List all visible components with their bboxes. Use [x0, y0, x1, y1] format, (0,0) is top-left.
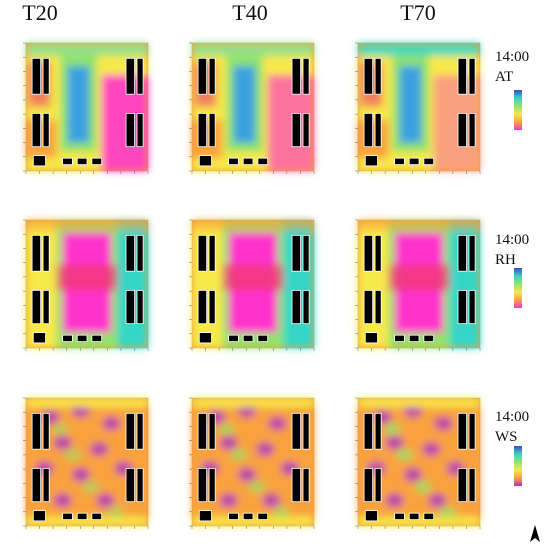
- panel-rh-t20: [8, 214, 158, 364]
- panel-ws-t20: [8, 392, 158, 542]
- legend-bar-ws: [514, 446, 522, 486]
- column-title-t40: T40: [232, 0, 268, 25]
- legend-bar-rh: [514, 268, 522, 308]
- row-label-at: 14:00 AT: [495, 47, 545, 87]
- panel-ws-t40: [174, 392, 324, 542]
- column-title-t70: T70: [400, 0, 436, 25]
- panel-at-t70: [340, 37, 490, 187]
- row-variable-ws: WS: [495, 429, 518, 445]
- row-variable-rh: RH: [495, 252, 516, 268]
- panel-rh-t70: [340, 214, 490, 364]
- row-time-at: 14:00: [495, 49, 530, 65]
- column-title-t20: T20: [22, 0, 58, 25]
- row-variable-at: AT: [495, 69, 514, 85]
- north-arrow-icon: [528, 524, 542, 544]
- panel-at-t20: [8, 37, 158, 187]
- panel-at-t40: [174, 37, 324, 187]
- row-label-rh: 14:00 RH: [495, 230, 545, 270]
- row-label-ws: 14:00 WS: [495, 407, 545, 447]
- legend-bar-at: [514, 90, 522, 130]
- row-time-rh: 14:00: [495, 232, 530, 248]
- panel-ws-t70: [340, 392, 490, 542]
- panel-rh-t40: [174, 214, 324, 364]
- row-time-ws: 14:00: [495, 409, 530, 425]
